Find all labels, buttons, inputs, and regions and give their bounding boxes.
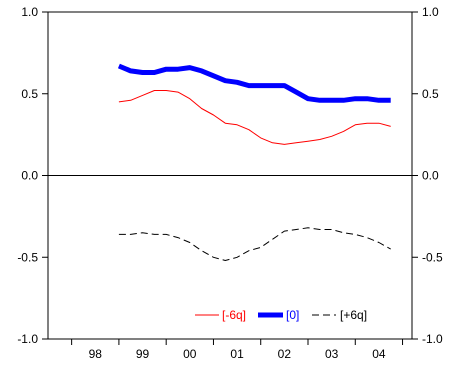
x-tick-label: 04 <box>372 347 386 361</box>
x-tick-label: 00 <box>183 347 197 361</box>
series-line-1 <box>118 90 391 145</box>
y-tick-label-left: -0.5 <box>17 250 38 264</box>
x-tick-label: 02 <box>278 347 292 361</box>
y-tick-label-left: -1.0 <box>17 332 38 346</box>
y-tick-label-right: 0.0 <box>422 169 439 183</box>
legend-label-1: [-6q] <box>222 308 246 322</box>
legend-label-2: [0] <box>286 308 299 322</box>
series-line-3 <box>118 227 391 261</box>
x-tick-label: 99 <box>136 347 150 361</box>
series-line-2 <box>117 63 391 103</box>
legend-label-3: [+6q] <box>340 308 367 322</box>
x-tick-label: 98 <box>89 347 103 361</box>
y-tick-label-left: 0.0 <box>21 169 38 183</box>
legend: [-6q] [0] [+6q] <box>195 308 367 322</box>
y-tick-label-right: 0.5 <box>422 87 439 101</box>
y-tick-label-left: 1.0 <box>21 5 38 19</box>
x-tick-label: 03 <box>325 347 339 361</box>
y-tick-label-right: -1.0 <box>422 332 443 346</box>
y-tick-label-left: 0.5 <box>21 87 38 101</box>
x-tick-label: 01 <box>230 347 244 361</box>
y-tick-label-right: -0.5 <box>422 250 443 264</box>
y-tick-label-right: 1.0 <box>422 5 439 19</box>
